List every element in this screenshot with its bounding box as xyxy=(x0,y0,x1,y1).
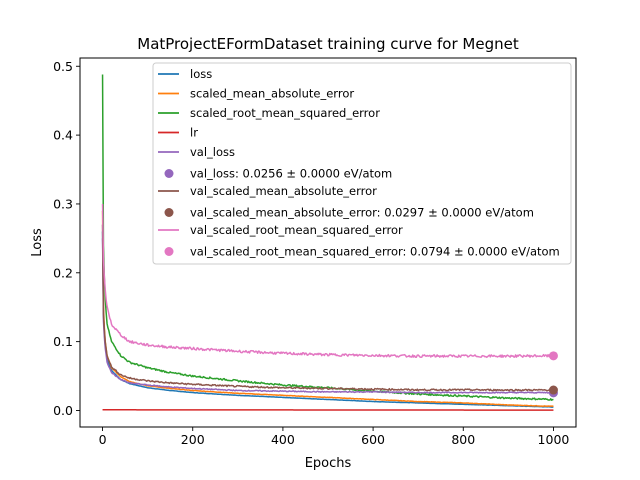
x-tick-label: 0 xyxy=(99,432,107,447)
legend-label-val-scaled-root-mean-squared-error: val_scaled_root_mean_squared_error: 0.07… xyxy=(190,245,560,259)
y-tick-label: 0.0 xyxy=(53,403,73,418)
y-tick-label: 0.4 xyxy=(53,128,73,143)
y-axis-label: Loss xyxy=(30,228,45,257)
y-tick-label: 0.1 xyxy=(53,334,73,349)
legend: loss scaled_mean_absolute_error scaled_roo… xyxy=(152,62,572,265)
legend-label-scaled-root-mean-squared-error: scaled_root_mean_squared_error xyxy=(190,106,380,120)
final-point-val-scaled-root-mean-squared-error xyxy=(548,351,558,361)
legend-marker-val-scaled-root-mean-squared-error xyxy=(164,247,174,256)
series-line-val-scaled-mean-absolute-error xyxy=(101,224,554,392)
legend-label-scaled-mean-absolute-error: scaled_mean_absolute_error xyxy=(190,87,354,101)
x-tick-label: 200 xyxy=(181,432,205,447)
legend-label-val-scaled-mean-absolute-error: val_scaled_mean_absolute_error: 0.0297 ±… xyxy=(190,206,534,220)
legend-label-loss: loss xyxy=(190,67,212,81)
chart-title: MatProjectEFormDataset training curve fo… xyxy=(137,35,519,53)
legend-label-lr: lr xyxy=(190,126,198,140)
x-axis-label: Epochs xyxy=(305,456,352,471)
x-tick-label: 400 xyxy=(271,432,295,447)
y-axis: 0.0 0.1 0.2 0.3 0.4 0.5 xyxy=(53,59,80,418)
x-axis: 0 200 400 600 800 1000 xyxy=(99,427,570,447)
series-line-val-loss xyxy=(101,238,554,394)
legend-label-val-scaled-mean-absolute-error: val_scaled_mean_absolute_error xyxy=(190,184,377,198)
legend-box xyxy=(152,62,572,265)
legend-marker-val-loss xyxy=(164,169,174,178)
series-line-scaled-root-mean-squared-error xyxy=(101,74,554,401)
x-tick-label: 800 xyxy=(451,432,475,447)
series-line-loss xyxy=(101,231,554,408)
legend-label-val-scaled-root-mean-squared-error: val_scaled_root_mean_squared_error xyxy=(190,223,403,237)
y-tick-label: 0.5 xyxy=(53,59,73,74)
final-point-val-scaled-mean-absolute-error xyxy=(548,385,558,395)
y-tick-label: 0.3 xyxy=(53,196,73,211)
legend-label-val-loss: val_loss xyxy=(190,145,235,159)
x-tick-label: 1000 xyxy=(538,432,570,447)
series-line-val-scaled-root-mean-squared-error xyxy=(101,203,554,359)
legend-label-val-loss: val_loss: 0.0256 ± 0.0000 eV/atom xyxy=(190,167,392,181)
series-line-scaled-mean-absolute-error xyxy=(101,210,554,408)
x-tick-label: 600 xyxy=(361,432,385,447)
plot-area-frame xyxy=(79,57,577,428)
y-tick-label: 0.2 xyxy=(53,265,73,280)
legend-marker-val-scaled-mean-absolute-error xyxy=(164,208,174,217)
